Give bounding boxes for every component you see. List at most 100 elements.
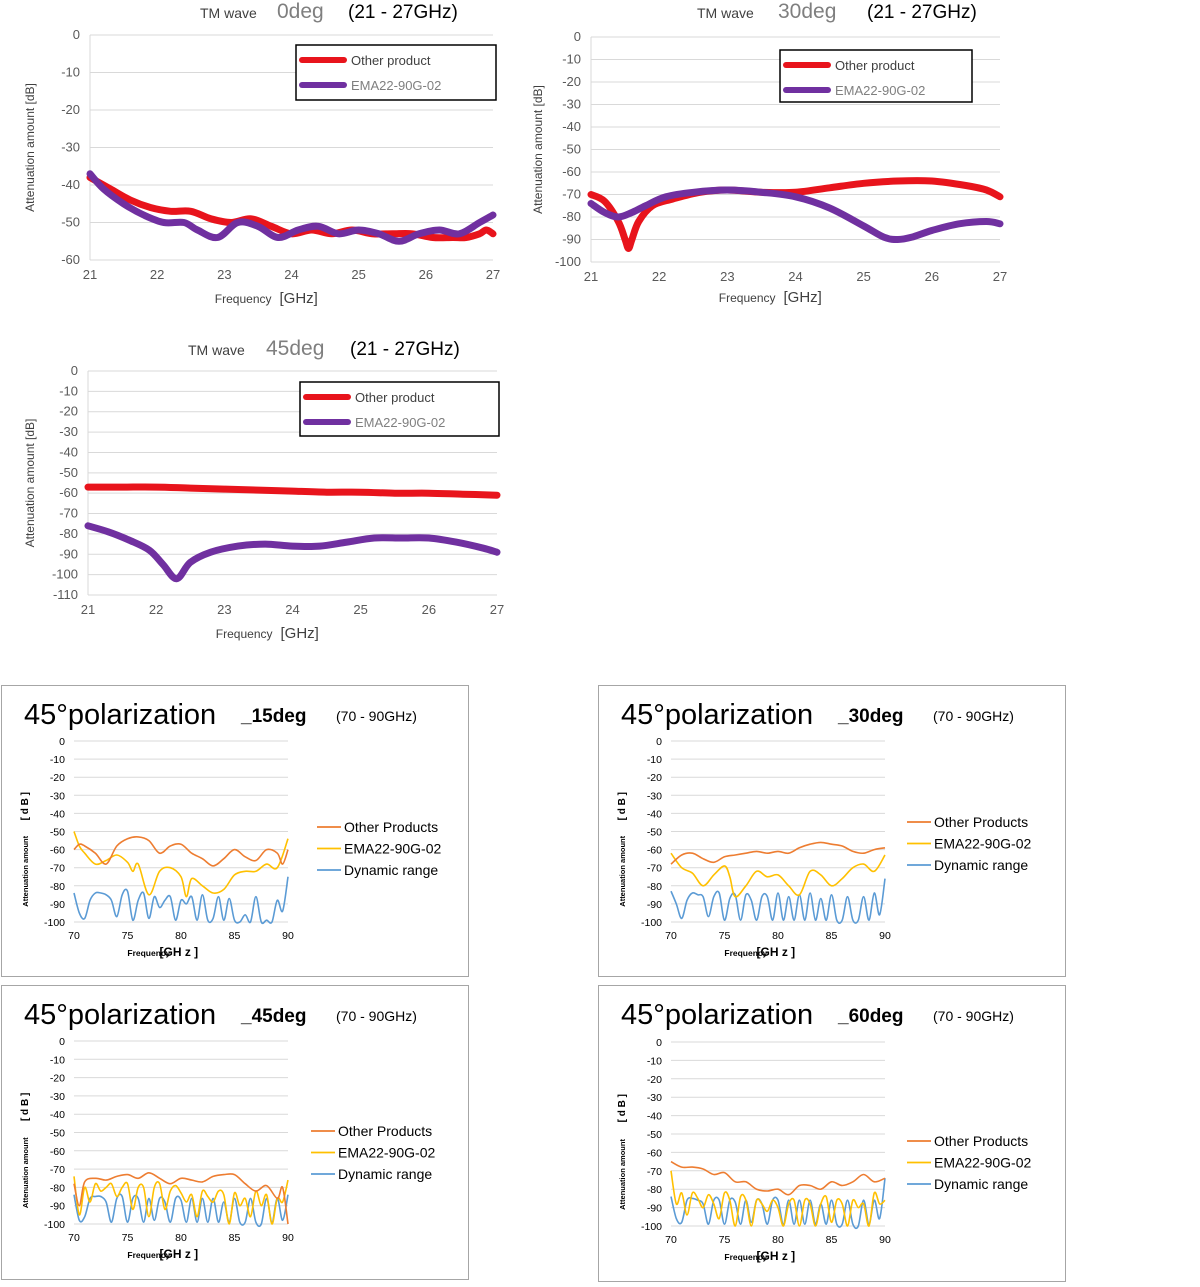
y-tick-label: -20 — [61, 102, 80, 117]
x-tick-label: 27 — [486, 267, 500, 282]
y-tick-label: -100 — [641, 1221, 662, 1233]
chart-title-angle: 30deg — [778, 0, 836, 23]
y-tick-label: -20 — [562, 74, 581, 89]
x-tick-label: 70 — [68, 930, 80, 942]
y-tick-label: -20 — [50, 1073, 65, 1085]
legend-label: EMA22-90G-02 — [355, 415, 445, 430]
y-tick-label: -80 — [59, 526, 78, 541]
chart-svg: 45°polarization_60deg(70 - 90GHz)0-10-20… — [599, 986, 1065, 1281]
chart-svg: TM wave0deg(21 - 27GHz)0-10-20-30-40-50-… — [0, 0, 510, 315]
y-tick-label: 0 — [574, 29, 581, 44]
chart-title-range: (70 - 90GHz) — [336, 1008, 417, 1024]
y-tick-label: -70 — [562, 187, 581, 202]
y-tick-label: -50 — [562, 142, 581, 157]
y-tick-label: -40 — [59, 444, 78, 459]
x-tick-label: 90 — [879, 1234, 891, 1246]
x-tick-label: 24 — [788, 269, 802, 284]
chart-title: 45°polarization — [621, 699, 813, 731]
x-tick-label: 21 — [584, 269, 598, 284]
x-tick-label: 23 — [720, 269, 734, 284]
y-tick-label: -90 — [50, 1201, 65, 1213]
y-axis-unit: [ d B ] — [20, 1093, 31, 1121]
x-tick-label: 70 — [68, 1232, 80, 1244]
y-axis-label: Attenuation amount — [618, 835, 627, 906]
x-tick-label: 80 — [772, 1234, 784, 1246]
chart-svg: 45°polarization_45deg(70 - 90GHz)0-10-20… — [2, 986, 468, 1279]
series-line-other-product — [591, 181, 1000, 249]
chart-title-range: (70 - 90GHz) — [933, 1008, 1014, 1024]
x-tick-label: 21 — [83, 267, 97, 282]
y-tick-label: -100 — [641, 917, 662, 929]
x-tick-label: 26 — [422, 602, 436, 617]
y-tick-label: -90 — [59, 546, 78, 561]
legend-label: Other Products — [934, 1133, 1028, 1149]
y-tick-label: -90 — [647, 899, 662, 911]
y-tick-label: -30 — [647, 1092, 662, 1104]
legend-label: Other product — [835, 58, 915, 73]
y-tick-label: -90 — [50, 899, 65, 911]
y-tick-label: 0 — [59, 1036, 65, 1048]
y-tick-label: -70 — [50, 1164, 65, 1176]
y-tick-label: -80 — [647, 881, 662, 893]
y-tick-label: -100 — [44, 917, 65, 929]
x-tick-label: 75 — [719, 930, 731, 942]
legend-label: Other Products — [934, 814, 1028, 830]
x-tick-label: 25 — [351, 267, 365, 282]
legend-label: Other product — [355, 390, 435, 405]
chart-svg: 45°polarization_15deg(70 - 90GHz)0-10-20… — [2, 686, 468, 976]
x-axis-unit: [GH z ] — [160, 945, 199, 959]
x-tick-label: 23 — [217, 267, 231, 282]
y-tick-label: -40 — [61, 177, 80, 192]
y-tick-label: -60 — [50, 845, 65, 857]
y-tick-label: -30 — [59, 424, 78, 439]
x-tick-label: 27 — [490, 602, 504, 617]
chart-tm-45deg: TM wave45deg(21 - 27GHz)0-10-20-30-40-50… — [0, 330, 520, 650]
x-tick-label: 75 — [719, 1234, 731, 1246]
x-axis-unit: [GHz] — [281, 625, 319, 642]
x-tick-label: 23 — [217, 602, 231, 617]
y-tick-label: -50 — [50, 827, 65, 839]
series-line-other-product — [88, 487, 497, 495]
chart-pol-60deg: 45°polarization_60deg(70 - 90GHz)0-10-20… — [598, 985, 1066, 1282]
legend-label: Dynamic range — [344, 862, 438, 878]
y-tick-label: -20 — [59, 404, 78, 419]
y-tick-label: -40 — [562, 119, 581, 134]
y-tick-label: -80 — [562, 209, 581, 224]
y-tick-label: -30 — [562, 97, 581, 112]
x-tick-label: 22 — [150, 267, 164, 282]
y-tick-label: 0 — [656, 1037, 662, 1049]
y-tick-label: -90 — [647, 1203, 662, 1215]
x-tick-label: 75 — [122, 930, 134, 942]
y-tick-label: -40 — [50, 1109, 65, 1121]
series-line-other-products — [74, 837, 288, 866]
x-tick-label: 26 — [925, 269, 939, 284]
y-tick-label: -50 — [59, 465, 78, 480]
y-tick-label: -70 — [59, 506, 78, 521]
y-axis-label: Attenuation amount — [618, 1139, 627, 1210]
chart-title-range: (70 - 90GHz) — [336, 708, 417, 724]
x-tick-label: 80 — [175, 1232, 187, 1244]
x-tick-label: 24 — [285, 602, 299, 617]
y-tick-label: -100 — [555, 254, 581, 269]
y-axis-label: Attenuation amount — [21, 835, 30, 906]
y-tick-label: -10 — [647, 754, 662, 766]
legend-label: Other Products — [344, 819, 438, 835]
chart-svg: TM wave45deg(21 - 27GHz)0-10-20-30-40-50… — [0, 330, 520, 650]
series-line-ema22-90g-02 — [671, 1171, 885, 1226]
y-tick-label: -30 — [647, 790, 662, 802]
legend-label: Dynamic range — [338, 1166, 432, 1182]
y-tick-label: -20 — [647, 772, 662, 784]
y-tick-label: -20 — [50, 772, 65, 784]
y-tick-label: -110 — [53, 587, 78, 602]
y-tick-label: -60 — [647, 1147, 662, 1159]
y-tick-label: -60 — [647, 845, 662, 857]
y-tick-label: -10 — [647, 1055, 662, 1067]
chart-tm-0deg: TM wave0deg(21 - 27GHz)0-10-20-30-40-50-… — [0, 0, 510, 315]
x-tick-label: 85 — [826, 1234, 838, 1246]
x-tick-label: 85 — [826, 930, 838, 942]
chart-pol-15deg: 45°polarization_15deg(70 - 90GHz)0-10-20… — [1, 685, 469, 977]
chart-title-angle: _60deg — [837, 1006, 903, 1027]
x-tick-label: 70 — [665, 930, 677, 942]
x-tick-label: 25 — [353, 602, 367, 617]
y-axis-label: Attenuation amount [dB] — [531, 85, 545, 214]
